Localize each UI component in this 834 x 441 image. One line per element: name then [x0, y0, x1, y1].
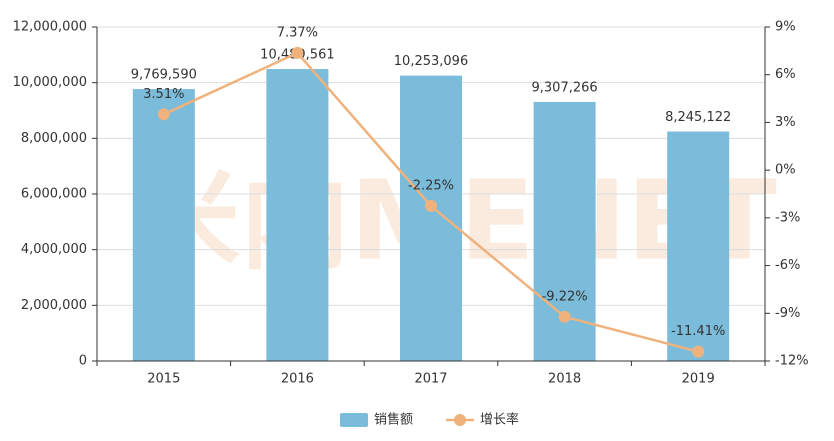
y-tick-label: 2,000,000 — [21, 298, 87, 313]
x-tick-label: 2015 — [147, 372, 180, 387]
line-label: -9.22% — [542, 289, 588, 304]
line-label: -11.41% — [671, 324, 725, 339]
legend-swatch — [340, 413, 368, 427]
y2-tick-label: 9% — [775, 20, 796, 35]
bar — [400, 75, 462, 361]
legend-label: 销售额 — [374, 412, 413, 428]
line-label: 7.37% — [277, 25, 318, 40]
bar-label: 9,769,590 — [131, 68, 197, 83]
y-tick-label: 8,000,000 — [21, 131, 87, 146]
y-tick-label: 10,000,000 — [13, 75, 87, 90]
x-tick-label: 2016 — [281, 372, 314, 387]
legend-label: 增长率 — [480, 412, 519, 428]
y-tick-label: 6,000,000 — [21, 187, 87, 202]
bar — [266, 69, 329, 361]
bar — [667, 131, 730, 361]
y2-tick-label: -6% — [775, 258, 800, 273]
y2-tick-label: -3% — [775, 210, 800, 225]
line-point — [425, 199, 437, 212]
y2-tick-label: -12% — [775, 354, 809, 369]
x-tick-label: 2017 — [414, 372, 447, 387]
line-point — [291, 46, 304, 59]
y2-tick-label: -9% — [775, 306, 800, 321]
bar-label: 10,253,096 — [394, 54, 468, 69]
y2-tick-label: 6% — [775, 67, 796, 82]
line-label: -2.25% — [408, 178, 454, 193]
line-point — [692, 345, 705, 358]
line-point — [157, 108, 170, 121]
line-point — [558, 310, 571, 323]
y-tick-label: 12,000,000 — [13, 20, 87, 35]
legend-swatch — [454, 414, 466, 426]
x-tick-label: 2019 — [682, 372, 715, 387]
bar — [132, 89, 195, 361]
line-label: 3.51% — [143, 87, 184, 102]
y2-tick-label: 0% — [775, 163, 796, 178]
bar-label: 8,245,122 — [665, 110, 731, 125]
y2-tick-label: 3% — [775, 115, 796, 130]
y-tick-label: 4,000,000 — [21, 242, 87, 257]
y-tick-label: 0 — [79, 354, 87, 369]
bar-label: 9,307,266 — [532, 80, 598, 95]
x-tick-label: 2018 — [548, 372, 581, 387]
